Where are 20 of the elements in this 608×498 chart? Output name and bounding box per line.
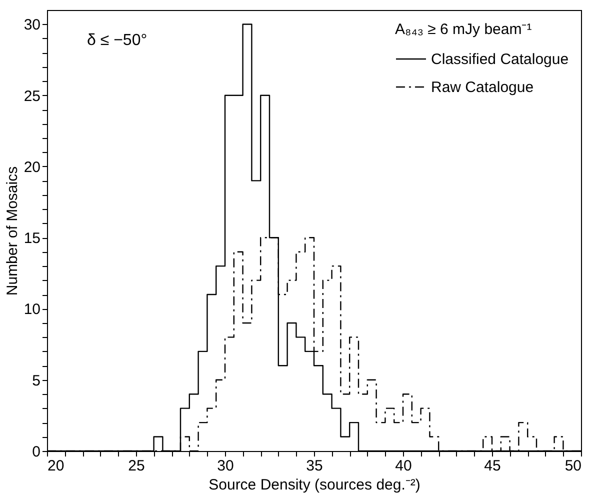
y-tick-label: 0: [32, 444, 40, 460]
y-tick-label: 5: [32, 372, 40, 390]
x-tick-label: 45: [484, 458, 501, 474]
y-tick-label: 20: [24, 158, 40, 176]
annotation: δ ≤ −50°: [87, 32, 148, 49]
y-tick-label: 15: [24, 230, 40, 248]
x-tick-label: 50: [564, 458, 582, 474]
y-axis-title: Number of Mosaics: [4, 166, 21, 296]
x-axis-title: Source Density (sources deg.⁻²): [208, 476, 420, 494]
x-tick-label: 20: [48, 458, 64, 474]
x-tick-label: 35: [306, 458, 323, 474]
legend-title: A₈₄₃ ≥ 6 mJy beam⁻¹: [395, 21, 532, 38]
x-tick-label: 40: [395, 458, 412, 474]
y-tick-label: 30: [24, 16, 40, 34]
x-tick-label: 30: [217, 458, 234, 474]
legend-label: Raw Catalogue: [431, 79, 534, 96]
y-tick-label: 25: [24, 88, 40, 105]
y-tick-label: 10: [24, 301, 40, 318]
x-tick-label: 25: [128, 458, 145, 474]
legend-label: Classified Catalogue: [431, 51, 569, 68]
